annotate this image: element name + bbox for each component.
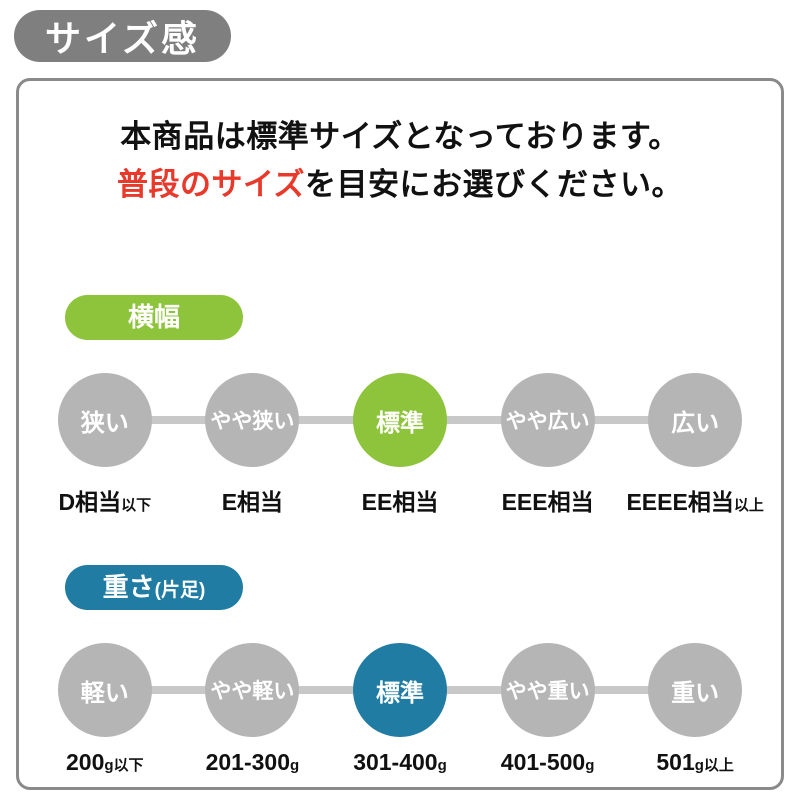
width-scale-label: EE相当 bbox=[326, 483, 474, 517]
scale-big: 201-300 bbox=[205, 749, 291, 775]
scale-big: 501 bbox=[656, 749, 695, 775]
width-scale-label: D相当以下 bbox=[31, 483, 179, 517]
scale-small: g以上 bbox=[694, 757, 734, 774]
usual-size-highlight: 普段のサイズ bbox=[116, 167, 306, 202]
step-col: やや狭い bbox=[179, 373, 327, 467]
width-step-circle-slightly-narrow: やや狭い bbox=[205, 373, 300, 467]
width-step-circle-slightly-wide: やや広い bbox=[500, 373, 595, 467]
weight-scale-row: 200g以下 201-300g 301-400g 401-500g 501g以上 bbox=[31, 749, 769, 776]
scale-big: E相当 bbox=[221, 489, 284, 515]
scale-big: EE相当 bbox=[361, 489, 439, 515]
step-col: 標準 bbox=[326, 643, 474, 737]
weight-step-circle-slightly-light: やや軽い bbox=[205, 643, 300, 737]
step-col: 狭い bbox=[31, 373, 179, 467]
scale-small: g bbox=[290, 757, 300, 774]
intro-line2-rest: を目安にお選びください。 bbox=[305, 167, 684, 202]
weight-steps-row: 軽い やや軽い 標準 やや重い 重い bbox=[31, 643, 769, 737]
width-scale-label: EEEE相当以上 bbox=[621, 483, 769, 517]
width-tag-label: 横幅 bbox=[127, 302, 180, 332]
weight-scale-label: 401-500g bbox=[474, 749, 622, 776]
intro-line1: 本商品は標準サイズとなっております。 bbox=[120, 119, 680, 154]
page-title-text: サイズ感 bbox=[45, 18, 200, 59]
scale-small: g bbox=[437, 757, 447, 774]
width-step-circle-narrow: 狭い bbox=[57, 373, 152, 467]
weight-scale-label: 200g以下 bbox=[31, 749, 179, 776]
step-col: やや軽い bbox=[179, 643, 327, 737]
width-scale-label: E相当 bbox=[179, 483, 327, 517]
width-scale-label: EEE相当 bbox=[474, 483, 622, 517]
weight-step-circle-standard-selected: 標準 bbox=[352, 643, 447, 737]
weight-step-circle-heavy: 重い bbox=[648, 643, 743, 737]
scale-small: g bbox=[585, 757, 595, 774]
width-steps-row: 狭い やや狭い 標準 やや広い 広い bbox=[31, 373, 769, 467]
weight-tag-label: 重さ bbox=[102, 572, 155, 602]
page-title-badge: サイズ感 bbox=[14, 10, 231, 62]
intro-text: 本商品は標準サイズとなっております。 普段のサイズを目安にお選びください。 bbox=[31, 113, 769, 209]
scale-small: g以下 bbox=[104, 757, 144, 774]
width-step-circle-standard-selected: 標準 bbox=[352, 373, 447, 467]
weight-scale-label: 301-400g bbox=[326, 749, 474, 776]
scale-big: EEE相当 bbox=[501, 489, 594, 515]
scale-big: 200 bbox=[66, 749, 105, 775]
step-col: 軽い bbox=[31, 643, 179, 737]
width-step-circle-wide: 広い bbox=[648, 373, 743, 467]
scale-big: D相当 bbox=[58, 489, 122, 515]
weight-section-tag: 重さ (片足) bbox=[65, 565, 243, 610]
step-col: やや重い bbox=[474, 643, 622, 737]
weight-step-circle-slightly-heavy: やや重い bbox=[500, 643, 595, 737]
step-col: 重い bbox=[621, 643, 769, 737]
scale-small: 以上 bbox=[733, 497, 764, 514]
scale-big: EEEE相当 bbox=[626, 489, 734, 515]
width-section-tag: 横幅 bbox=[65, 295, 243, 340]
step-col: 標準 bbox=[326, 373, 474, 467]
width-scale-row: D相当以下 E相当 EE相当 EEE相当 EEEE相当以上 bbox=[31, 483, 769, 517]
weight-scale-label: 201-300g bbox=[179, 749, 327, 776]
step-col: 広い bbox=[621, 373, 769, 467]
scale-big: 401-500 bbox=[500, 749, 586, 775]
scale-big: 301-400 bbox=[353, 749, 438, 775]
weight-scale-label: 501g以上 bbox=[621, 749, 769, 776]
step-col: やや広い bbox=[474, 373, 622, 467]
size-guide-panel: 本商品は標準サイズとなっております。 普段のサイズを目安にお選びください。 横幅… bbox=[16, 78, 784, 790]
scale-small: 以下 bbox=[121, 497, 152, 514]
weight-tag-suffix: (片足) bbox=[154, 580, 206, 601]
intro-line2: 普段のサイズを目安にお選びください。 bbox=[31, 161, 769, 209]
weight-step-circle-light: 軽い bbox=[57, 643, 152, 737]
